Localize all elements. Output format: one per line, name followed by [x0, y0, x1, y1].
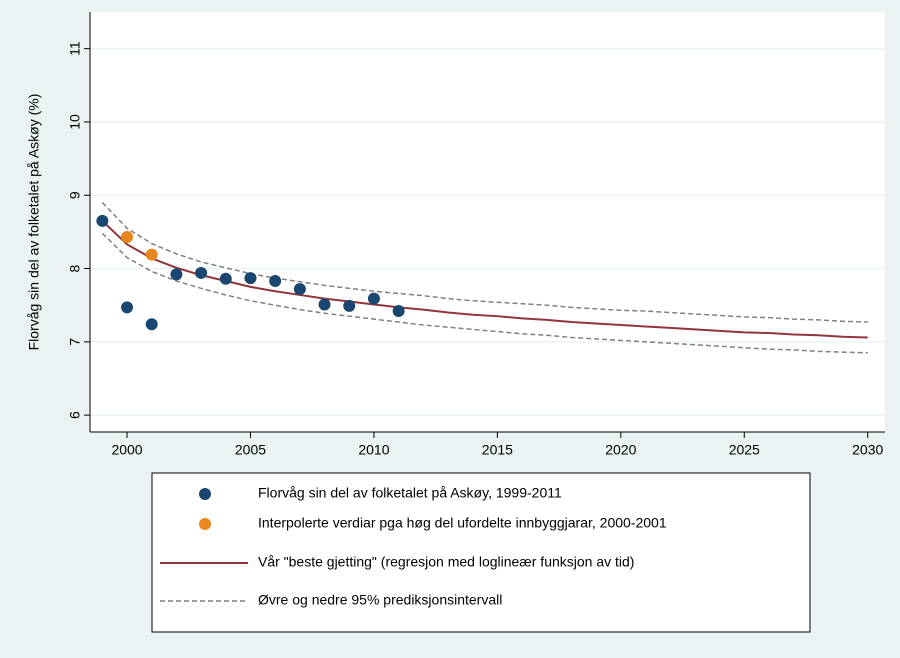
point: [219, 272, 232, 285]
point: [318, 298, 331, 311]
legend-label: Interpolerte verdiar pga høg del ufordel…: [258, 515, 667, 531]
x-tick-label: 2020: [605, 442, 636, 458]
legend-label: Øvre og nedre 95% prediksjonsintervall: [258, 592, 502, 608]
point: [170, 268, 183, 281]
x-tick-label: 2015: [482, 442, 513, 458]
legend-marker: [199, 518, 211, 530]
y-tick-label: 9: [67, 191, 83, 199]
y-tick-label: 6: [67, 411, 83, 419]
point: [269, 275, 282, 288]
legend-marker: [199, 488, 211, 500]
legend-label: Vår "beste gjetting" (regresjon med logl…: [258, 554, 634, 570]
interval-line: [101, 232, 868, 354]
x-tick-label: 2005: [235, 442, 266, 458]
legend: [151, 472, 811, 633]
x-tick-label: 2010: [358, 442, 389, 458]
interval-line: [101, 202, 868, 323]
point: [145, 318, 158, 331]
point: [244, 272, 257, 285]
x-tick-label: 2000: [111, 442, 142, 458]
y-axis-label: Florvåg sin del av folketalet på Askøy (…: [26, 94, 42, 351]
point: [121, 301, 134, 314]
y-tick-label: 11: [67, 41, 83, 56]
point: [392, 305, 405, 318]
legend-label: Florvåg sin del av folketalet på Askøy, …: [258, 485, 562, 501]
x-tick-label: 2025: [729, 442, 760, 458]
point: [96, 214, 109, 227]
point: [195, 266, 208, 279]
y-tick-label: 10: [67, 114, 83, 130]
plot-area: [90, 12, 885, 432]
y-tick-label: 7: [67, 338, 83, 346]
point: [343, 299, 356, 312]
point: [121, 231, 134, 244]
x-tick-label: 2030: [852, 442, 883, 458]
point: [145, 248, 158, 261]
point: [293, 283, 306, 296]
y-tick-label: 8: [67, 264, 83, 272]
point: [367, 292, 380, 305]
